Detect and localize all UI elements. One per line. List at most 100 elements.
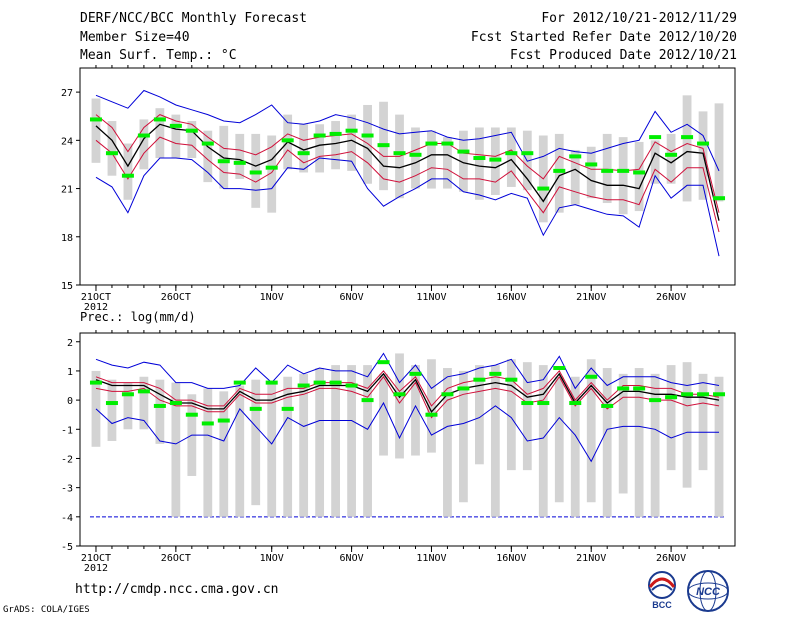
chart-title: DERF/NCC/BCC Monthly Forecast: [80, 11, 307, 26]
temp-y-tick-label: 15: [61, 281, 73, 292]
temp-median-marker: [121, 173, 134, 178]
prec-median-marker: [393, 392, 406, 397]
prec-ensemble-bar: [554, 376, 564, 503]
prec-ensemble-bar: [474, 365, 484, 465]
prec-ensemble-bar: [506, 359, 516, 471]
prec-median-marker: [537, 401, 550, 406]
prec-median-marker: [521, 401, 534, 406]
prec-ensemble-bar: [522, 362, 532, 471]
prec-ensemble-bar: [123, 382, 133, 430]
prec-ensemble-bar: [682, 362, 692, 488]
bcc-logo-text: BCC: [652, 600, 672, 610]
temp-median-marker: [281, 138, 294, 143]
prec-ensemble-bar: [299, 373, 309, 517]
prec-median-marker: [585, 374, 598, 379]
prec-x-tick-year: 2012: [84, 563, 108, 574]
temp-x-tick-label: 1NOV: [260, 292, 284, 303]
prec-median-marker: [137, 389, 150, 394]
temp-median-marker: [329, 131, 342, 136]
temp-median-marker: [105, 151, 118, 156]
prec-median-marker: [153, 403, 166, 408]
temp-median-marker: [217, 159, 230, 164]
prec-median-marker: [297, 383, 310, 388]
prec-ensemble-bar: [714, 376, 724, 517]
temp-x-tick-label: 11NOV: [416, 292, 446, 303]
fcst-produced-date: Fcst Produced Date 2012/10/21: [510, 48, 737, 63]
prec-x-tick-label: 26OCT: [161, 553, 191, 564]
ncc-logo-text: NCC: [696, 586, 721, 598]
temp-median-marker: [665, 152, 678, 157]
temp-median-marker: [489, 157, 502, 162]
prec-ensemble-bar: [331, 365, 341, 517]
prec-median-marker: [121, 392, 134, 397]
temp-median-marker: [585, 162, 598, 167]
temp-ensemble-bar: [411, 127, 420, 189]
temp-ensemble-bar: [443, 137, 452, 189]
prec-median-marker: [329, 380, 342, 385]
temp-median-marker: [313, 133, 326, 138]
prec-ensemble-bar: [379, 373, 388, 456]
temp-ensemble-bar: [107, 121, 117, 176]
temp-y-tick-label: 18: [61, 233, 73, 244]
prec-median-marker: [441, 392, 454, 397]
footer-url[interactable]: http://cmdp.ncc.cma.gov.cn: [75, 582, 279, 597]
temp-median-marker: [713, 196, 726, 201]
temp-median-marker: [425, 141, 438, 146]
temp-ensemble-bar: [586, 146, 596, 199]
prec-upper-spread-line: [95, 370, 720, 407]
prec-median-marker: [633, 386, 646, 391]
temp-median-marker: [265, 165, 278, 170]
bcc-logo: BCC: [648, 571, 676, 610]
temp-ensemble-bar: [91, 98, 101, 163]
temp-median-marker: [521, 151, 534, 156]
temp-ensemble-bar: [474, 127, 484, 200]
prec-ensemble-bar: [490, 365, 500, 517]
prec-median-marker: [233, 380, 246, 385]
prec-median-marker: [89, 380, 102, 385]
temp-ensemble-bar: [139, 119, 149, 170]
temp-x-tick-label: 26NOV: [656, 292, 686, 303]
prec-ensemble-bar: [219, 391, 229, 517]
temp-ensemble-bar: [363, 104, 372, 184]
prec-upper-envelope-line: [95, 352, 720, 390]
prec-ensemble-bar: [139, 376, 149, 430]
prec-median-marker: [457, 386, 470, 391]
temp-plot-frame: [79, 67, 736, 286]
prec-x-tick-label: 1NOV: [260, 553, 284, 564]
prec-lower-envelope-line: [95, 401, 719, 463]
temp-ensemble-bar: [155, 108, 165, 159]
temp-ensemble-bar: [506, 127, 516, 187]
temp-x-tick-label: 21NOV: [576, 292, 606, 303]
temp-lower-spread-line: [95, 136, 720, 233]
temp-y-tick-label: 27: [61, 88, 73, 99]
temp-ensemble-bar: [682, 95, 692, 202]
prec-median-marker: [665, 395, 678, 400]
temp-x-tick-label: 26OCT: [161, 292, 191, 303]
temp-ensemble-bar: [554, 133, 564, 213]
temp-ensemble-bar: [459, 130, 468, 192]
prec-median-marker: [345, 383, 358, 388]
prec-x-tick-label: 21NOV: [576, 553, 606, 564]
ncc-logo: NCC: [687, 570, 729, 612]
temp-ensemble-bar: [123, 143, 133, 200]
prec-median-marker: [697, 392, 710, 397]
prec-ensemble-bar: [650, 373, 660, 517]
temp-median-marker: [345, 128, 358, 133]
fcst-started-date: Fcst Started Refer Date 2012/10/20: [470, 30, 737, 45]
temp-median-marker: [553, 168, 566, 173]
temp-median-marker: [649, 135, 662, 140]
prec-median-marker: [601, 403, 614, 408]
prec-y-tick-label: -5: [61, 542, 73, 553]
temp-lower-envelope-line: [95, 157, 720, 257]
temp-y-tick-label: 21: [61, 185, 73, 196]
prec-median-marker: [681, 392, 694, 397]
prec-x-tick-label: 26NOV: [656, 553, 686, 564]
prec-median-marker: [313, 380, 326, 385]
prec-ensemble-bar: [235, 385, 245, 517]
temp-median-marker: [153, 117, 166, 122]
temp-x-tick-label: 6NOV: [340, 292, 364, 303]
prec-ensemble-bar: [315, 368, 325, 517]
temp-ensemble-bar: [187, 121, 197, 159]
temp-ensemble-bar: [347, 114, 356, 171]
prec-ensemble-bar: [570, 376, 580, 517]
